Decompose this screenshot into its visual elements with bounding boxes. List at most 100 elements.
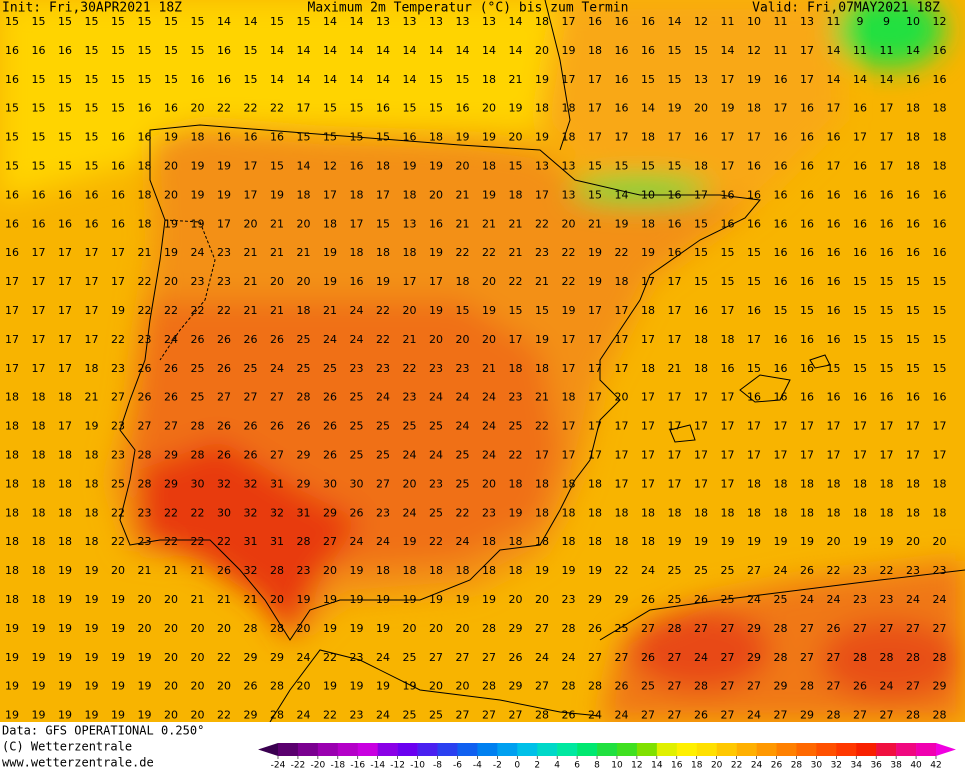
temp-value: 27 — [800, 651, 814, 664]
temp-value: 27 — [774, 709, 788, 722]
temp-value: 21 — [535, 275, 549, 288]
temp-value: 15 — [111, 102, 125, 115]
colorbar-label: -8 — [433, 761, 442, 771]
temp-value: 17 — [615, 477, 629, 490]
temp-value: 16 — [58, 188, 72, 201]
temp-value: 18 — [880, 506, 894, 519]
temp-value: 17 — [800, 420, 814, 433]
temp-value: 16 — [350, 160, 364, 173]
temp-value: 28 — [562, 680, 576, 693]
temp-value: 17 — [880, 160, 894, 173]
temp-value: 15 — [827, 362, 841, 375]
temp-value: 26 — [297, 420, 311, 433]
temp-value: 14 — [244, 15, 258, 28]
temp-value: 24 — [191, 246, 205, 259]
temp-value: 27 — [933, 622, 947, 635]
temp-value: 18 — [376, 564, 390, 577]
temp-value: 17 — [906, 420, 920, 433]
colorbar-label: -14 — [370, 761, 385, 771]
temp-value: 22 — [403, 362, 417, 375]
temp-value: 22 — [509, 275, 523, 288]
temp-value: 18 — [85, 477, 99, 490]
colorbar-label: 10 — [611, 761, 623, 771]
temp-value: 24 — [376, 651, 390, 664]
temp-value: 23 — [509, 391, 523, 404]
temp-value: 15 — [85, 102, 99, 115]
temp-value: 17 — [562, 333, 576, 346]
temp-value: 27 — [111, 391, 125, 404]
temp-value: 18 — [32, 477, 46, 490]
temp-value: 27 — [535, 622, 549, 635]
temp-value: 27 — [244, 391, 258, 404]
temp-value: 19 — [323, 593, 337, 606]
temp-value: 17 — [668, 304, 682, 317]
temp-value: 15 — [58, 131, 72, 144]
colorbar-bin — [656, 743, 678, 756]
temp-value: 20 — [191, 709, 205, 722]
temp-value: 21 — [482, 217, 496, 230]
temp-value: 17 — [668, 333, 682, 346]
temp-value: 15 — [5, 15, 19, 28]
temp-value: 19 — [350, 680, 364, 693]
temp-value: 15 — [323, 102, 337, 115]
temp-value: 22 — [217, 709, 231, 722]
temp-value: 19 — [5, 622, 19, 635]
temp-value: 29 — [297, 449, 311, 462]
temp-value: 15 — [694, 44, 708, 57]
temp-value: 28 — [668, 622, 682, 635]
temp-value: 18 — [535, 102, 549, 115]
temp-value: 17 — [615, 420, 629, 433]
temp-value: 18 — [615, 275, 629, 288]
temp-value: 30 — [323, 477, 337, 490]
temp-value: 16 — [747, 217, 761, 230]
temp-value: 25 — [297, 333, 311, 346]
temp-value: 17 — [668, 391, 682, 404]
temp-value: 21 — [138, 246, 152, 259]
temp-value: 16 — [853, 188, 867, 201]
temp-value: 20 — [297, 680, 311, 693]
temp-value: 24 — [800, 593, 814, 606]
temp-value: 22 — [376, 333, 390, 346]
temp-value: 20 — [111, 564, 125, 577]
temp-value: 15 — [933, 333, 947, 346]
temp-value: 16 — [933, 188, 947, 201]
temp-value: 28 — [774, 651, 788, 664]
colorbar-bin — [457, 743, 478, 756]
temp-value: 16 — [774, 217, 788, 230]
temp-value: 25 — [721, 593, 735, 606]
temp-value: 16 — [774, 73, 788, 86]
temp-value: 26 — [244, 449, 258, 462]
temp-value: 21 — [456, 188, 470, 201]
temp-value: 19 — [429, 160, 443, 173]
temp-value: 19 — [429, 593, 443, 606]
colorbar-label: 34 — [851, 761, 863, 771]
temp-value: 29 — [509, 680, 523, 693]
temp-value: 27 — [800, 622, 814, 635]
temp-value: 32 — [244, 477, 258, 490]
temp-value: 30 — [217, 506, 231, 519]
temp-value: 18 — [933, 477, 947, 490]
colorbar-bin — [417, 743, 438, 756]
temp-value: 16 — [5, 73, 19, 86]
temp-value: 16 — [800, 275, 814, 288]
temp-value: 18 — [350, 188, 364, 201]
temp-value: 17 — [244, 160, 258, 173]
temp-value: 14 — [827, 44, 841, 57]
temp-value: 15 — [456, 73, 470, 86]
temp-value: 19 — [429, 304, 443, 317]
colorbar-label: -20 — [311, 761, 326, 771]
temp-value: 24 — [694, 651, 708, 664]
temp-value: 16 — [853, 102, 867, 115]
temp-value: 15 — [774, 304, 788, 317]
temp-value: 29 — [615, 593, 629, 606]
temp-value: 15 — [933, 304, 947, 317]
temp-value: 19 — [58, 680, 72, 693]
temp-value: 27 — [694, 622, 708, 635]
temp-value: 22 — [111, 535, 125, 548]
temp-value: 17 — [774, 420, 788, 433]
temp-value: 18 — [482, 160, 496, 173]
temp-value: 15 — [747, 246, 761, 259]
temp-value: 16 — [827, 275, 841, 288]
temp-value: 16 — [694, 131, 708, 144]
temp-value: 28 — [933, 651, 947, 664]
